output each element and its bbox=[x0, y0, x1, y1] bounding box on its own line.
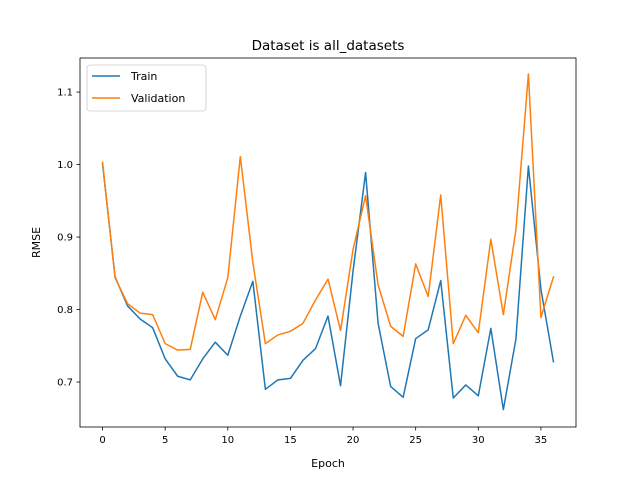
chart-title: Dataset is all_datasets bbox=[252, 38, 405, 54]
x-tick-label: 35 bbox=[535, 435, 548, 446]
plot-frame bbox=[79, 57, 577, 428]
series-line-train bbox=[101, 163, 555, 411]
y-axis-label: RMSE bbox=[30, 227, 43, 258]
x-tick-label: 15 bbox=[284, 435, 297, 446]
x-tick-label: 0 bbox=[99, 435, 105, 446]
y-tick-label: 1.0 bbox=[57, 160, 73, 171]
x-axis-label: Epoch bbox=[311, 457, 345, 470]
x-tick-label: 10 bbox=[221, 435, 234, 446]
x-tick-label: 5 bbox=[162, 435, 168, 446]
series-line-validation bbox=[101, 73, 555, 351]
x-tick-label: 20 bbox=[347, 435, 360, 446]
y-tick-label: 1.1 bbox=[57, 88, 73, 99]
y-tick-label: 0.9 bbox=[57, 233, 73, 244]
legend-label-validation: Validation bbox=[131, 92, 185, 105]
legend: Train Validation bbox=[86, 64, 207, 112]
x-tick-label: 30 bbox=[472, 435, 485, 446]
legend-label-train: Train bbox=[130, 70, 157, 83]
y-tick-label: 0.8 bbox=[57, 305, 73, 316]
y-tick-label: 0.7 bbox=[57, 378, 73, 389]
x-tick-label: 25 bbox=[409, 435, 422, 446]
